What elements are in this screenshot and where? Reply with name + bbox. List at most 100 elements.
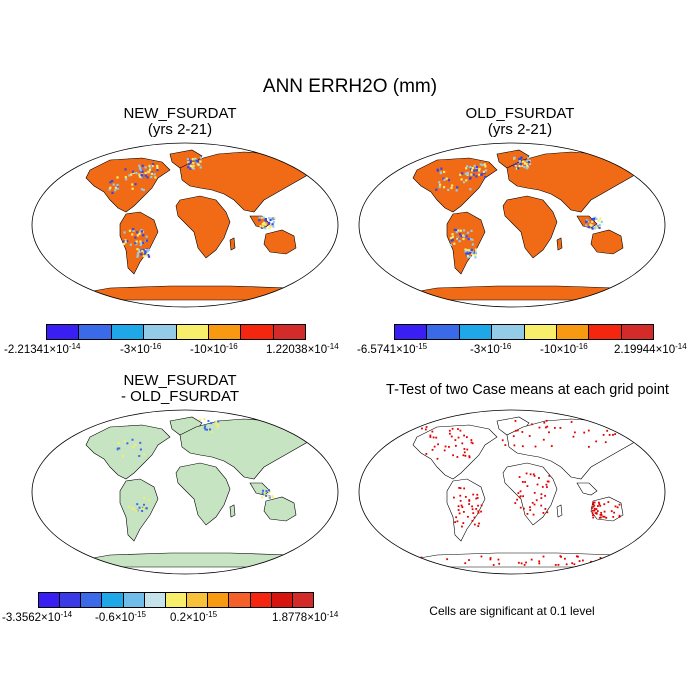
significant-cell: [605, 516, 608, 519]
field-speckle: [590, 224, 593, 227]
field-speckle: [465, 172, 468, 176]
field-speckle: [197, 163, 200, 166]
field-speckle: [146, 250, 149, 253]
significant-cell: [525, 472, 528, 475]
significant-cell: [540, 497, 543, 499]
field-speckle: [438, 183, 442, 186]
diff-speckle: [142, 507, 145, 510]
significant-cell: [564, 557, 566, 560]
field-speckle: [453, 228, 456, 231]
significant-cell: [553, 427, 556, 429]
field-speckle: [438, 181, 441, 184]
significant-cell: [463, 451, 466, 454]
field-speckle: [114, 189, 117, 192]
significant-cell: [464, 454, 467, 457]
field-speckle: [148, 169, 152, 172]
significant-cell: [458, 487, 461, 489]
field-speckle: [479, 163, 482, 166]
field-speckle: [116, 176, 119, 179]
field-speckle: [471, 238, 474, 241]
significant-cell: [554, 564, 557, 566]
field-speckle: [135, 171, 138, 175]
significant-cell: [598, 501, 600, 504]
colorbar-box-2: [81, 593, 103, 607]
significant-cell: [592, 503, 595, 506]
field-speckle: [525, 167, 528, 170]
significant-cell: [593, 501, 596, 504]
significant-cell: [437, 443, 439, 446]
colorbar-box-5: [556, 325, 590, 339]
diff-speckle: [210, 422, 213, 425]
field-speckle: [465, 235, 468, 238]
significant-cell: [521, 481, 524, 483]
colorbar-new-label-3: -10×10-16: [190, 342, 238, 356]
significant-cell: [464, 562, 467, 565]
field-speckle: [450, 239, 453, 242]
field-speckle: [478, 173, 481, 176]
significant-cell: [522, 495, 525, 498]
significant-cell: [521, 445, 524, 448]
continent-namerica: [412, 424, 498, 480]
significant-cell: [545, 483, 548, 486]
significant-cell: [587, 445, 590, 448]
significant-cell: [436, 457, 439, 460]
diff-speckle: [261, 496, 264, 499]
field-speckle: [456, 186, 459, 189]
field-speckle: [264, 217, 267, 221]
diff-speckle: [138, 506, 141, 509]
significant-cell: [613, 423, 615, 426]
field-speckle: [459, 173, 462, 176]
field-speckle: [131, 183, 134, 186]
continent-eurasia: [179, 151, 311, 213]
significant-cell: [429, 434, 432, 437]
field-speckle: [196, 160, 199, 163]
significant-cell: [462, 522, 465, 524]
field-speckle: [439, 172, 443, 175]
significant-cell: [599, 516, 602, 519]
significant-cell: [501, 439, 504, 442]
continent-australia: [263, 496, 297, 522]
panel-diff-title-line1: NEW_FSURDAT: [123, 372, 237, 389]
significant-cell: [618, 514, 621, 517]
field-speckle: [261, 216, 264, 219]
field-speckle: [136, 255, 139, 258]
significant-cell: [513, 444, 516, 447]
significant-cell: [599, 514, 602, 516]
significant-cell: [533, 491, 536, 494]
field-speckle: [145, 239, 148, 242]
significant-cell: [534, 445, 537, 448]
diff-speckle: [134, 443, 137, 446]
field-speckle: [471, 251, 475, 254]
significant-cell: [587, 429, 590, 432]
significant-cell: [544, 494, 547, 497]
field-speckle: [272, 221, 275, 224]
field-speckle: [126, 240, 129, 243]
significant-cell: [604, 441, 607, 444]
field-speckle: [128, 229, 132, 232]
significant-cell: [457, 509, 460, 511]
significant-cell: [489, 558, 492, 561]
field-speckle: [465, 179, 468, 182]
field-speckle: [190, 165, 193, 168]
diff-speckle: [268, 496, 271, 499]
field-speckle: [142, 254, 145, 258]
diff-speckle: [261, 489, 264, 492]
significant-cell: [614, 505, 617, 508]
field-speckle: [593, 227, 597, 230]
significant-cell: [463, 487, 466, 490]
continent-namerica: [85, 424, 171, 480]
significant-cell: [463, 434, 465, 437]
colorbar-diff: [38, 592, 314, 608]
field-speckle: [151, 164, 154, 168]
field-speckle: [145, 254, 148, 257]
significant-cell: [476, 497, 479, 499]
field-speckle: [270, 217, 273, 220]
colorbar-diff-label-2: -0.6×10-15: [95, 610, 146, 624]
colorbar-box-7: [273, 325, 305, 339]
field-speckle: [518, 165, 521, 168]
significant-cell: [529, 509, 532, 511]
field-speckle: [199, 166, 202, 169]
significant-cell: [598, 503, 601, 506]
diff-speckle: [263, 492, 266, 495]
significant-cell: [614, 433, 617, 435]
